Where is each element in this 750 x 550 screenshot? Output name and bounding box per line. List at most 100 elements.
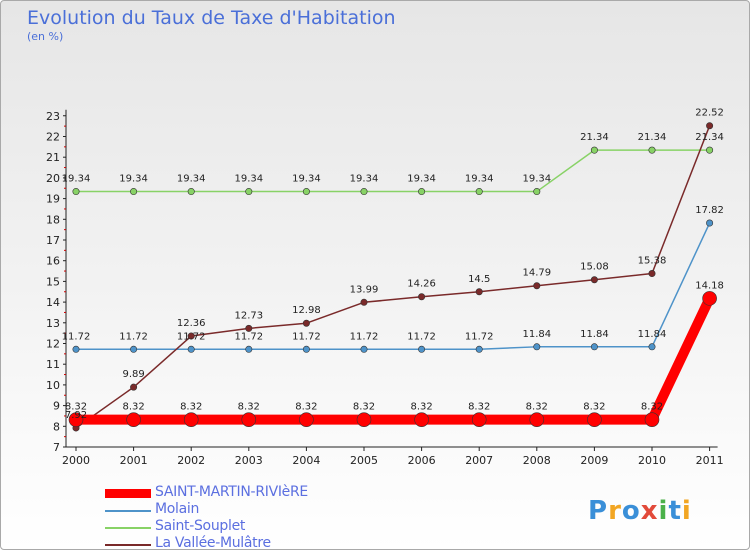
x-tick-label: 2004 <box>292 454 320 467</box>
data-point <box>590 276 598 284</box>
legend-swatch <box>105 544 151 546</box>
y-tick-label: 8 <box>53 420 60 433</box>
y-tick-label: 21 <box>46 151 60 164</box>
data-point <box>529 412 545 427</box>
data-label: 14.26 <box>407 279 436 290</box>
data-point <box>130 383 138 391</box>
data-point <box>644 412 660 427</box>
data-point <box>418 345 426 353</box>
data-point <box>475 288 483 296</box>
data-label: 11.72 <box>234 331 263 342</box>
y-tick-label: 16 <box>46 255 60 268</box>
data-point <box>590 146 598 154</box>
data-label: 7.92 <box>65 410 87 421</box>
data-point <box>418 293 426 301</box>
x-tick-label: 2006 <box>408 454 436 467</box>
data-label: 21.34 <box>695 132 724 143</box>
legend-label: La Vallée-Mulâtre <box>155 535 271 550</box>
data-label: 19.34 <box>119 174 148 185</box>
data-label: 8.32 <box>122 402 144 413</box>
data-point <box>414 412 429 427</box>
unit-label: (en %) <box>27 30 64 43</box>
data-point <box>245 324 253 332</box>
data-label: 8.32 <box>295 402 317 413</box>
y-tick-label: 14 <box>46 296 60 309</box>
data-label: 8.32 <box>238 402 260 413</box>
data-point <box>706 219 714 227</box>
data-label: 12.73 <box>234 310 263 321</box>
data-label: 14.5 <box>468 274 490 285</box>
data-point <box>241 412 257 427</box>
data-label: 11.84 <box>522 329 551 340</box>
legend-swatch <box>105 527 151 529</box>
data-point <box>299 412 314 427</box>
data-point <box>245 345 253 353</box>
x-tick-label: 2002 <box>177 454 205 467</box>
data-label: 8.32 <box>410 402 432 413</box>
data-point <box>72 188 80 196</box>
y-tick-label: 23 <box>46 110 60 123</box>
data-point <box>360 298 368 306</box>
svg-text:Proxiti: Proxiti <box>588 496 692 526</box>
data-point <box>356 412 372 427</box>
data-point <box>130 345 138 353</box>
legend-label: Molain <box>155 501 200 517</box>
data-label: 11.84 <box>638 329 667 340</box>
data-label: 13.99 <box>350 284 379 295</box>
y-tick-label: 9 <box>53 400 60 413</box>
data-label: 15.38 <box>638 256 667 267</box>
data-label: 11.72 <box>465 331 494 342</box>
data-label: 19.34 <box>62 174 91 185</box>
data-point <box>72 345 80 353</box>
data-point <box>648 146 656 154</box>
y-tick-label: 7 <box>53 441 60 454</box>
x-tick-label: 2009 <box>580 454 608 467</box>
data-point <box>68 412 84 427</box>
data-point <box>187 345 195 353</box>
data-label: 19.34 <box>292 174 321 185</box>
x-tick-label: 2008 <box>523 454 551 467</box>
data-point <box>187 188 195 196</box>
data-label: 19.34 <box>465 174 494 185</box>
data-point <box>702 291 717 306</box>
data-point <box>706 122 714 130</box>
data-label: 8.32 <box>468 402 490 413</box>
data-label: 17.82 <box>695 205 724 216</box>
series-line <box>76 149 710 193</box>
data-point <box>302 345 310 353</box>
series-line <box>76 296 715 425</box>
data-point <box>533 343 541 351</box>
x-tick-label: 2011 <box>696 454 724 467</box>
data-label: 8.32 <box>353 402 375 413</box>
data-point <box>475 345 483 353</box>
data-label: 19.34 <box>407 174 436 185</box>
data-label: 12.98 <box>292 305 321 316</box>
y-tick-label: 17 <box>46 234 60 247</box>
series-line <box>76 222 711 351</box>
legend-swatch <box>105 489 151 498</box>
y-tick-label: 10 <box>46 379 60 392</box>
data-label: 14.18 <box>695 280 724 291</box>
x-tick-label: 2007 <box>465 454 493 467</box>
data-point <box>648 343 656 351</box>
data-label: 9.89 <box>122 369 144 380</box>
data-label: 8.32 <box>180 402 202 413</box>
y-tick-label: 11 <box>46 358 60 371</box>
data-label: 8.32 <box>583 402 605 413</box>
data-label: 8.32 <box>641 402 663 413</box>
data-label: 8.32 <box>65 402 87 413</box>
y-tick-label: 20 <box>46 172 60 185</box>
data-label: 15.08 <box>580 262 609 273</box>
y-tick-label: 22 <box>46 131 60 144</box>
data-point <box>590 343 598 351</box>
x-tick-label: 2003 <box>235 454 263 467</box>
x-tick-label: 2010 <box>638 454 666 467</box>
data-point <box>302 319 310 327</box>
data-label: 19.34 <box>234 174 263 185</box>
data-point <box>533 282 541 290</box>
data-point <box>706 146 714 154</box>
y-tick-label: 13 <box>46 317 60 330</box>
data-label: 22.52 <box>695 108 724 119</box>
proxiti-logo: Proxiti <box>588 496 692 526</box>
